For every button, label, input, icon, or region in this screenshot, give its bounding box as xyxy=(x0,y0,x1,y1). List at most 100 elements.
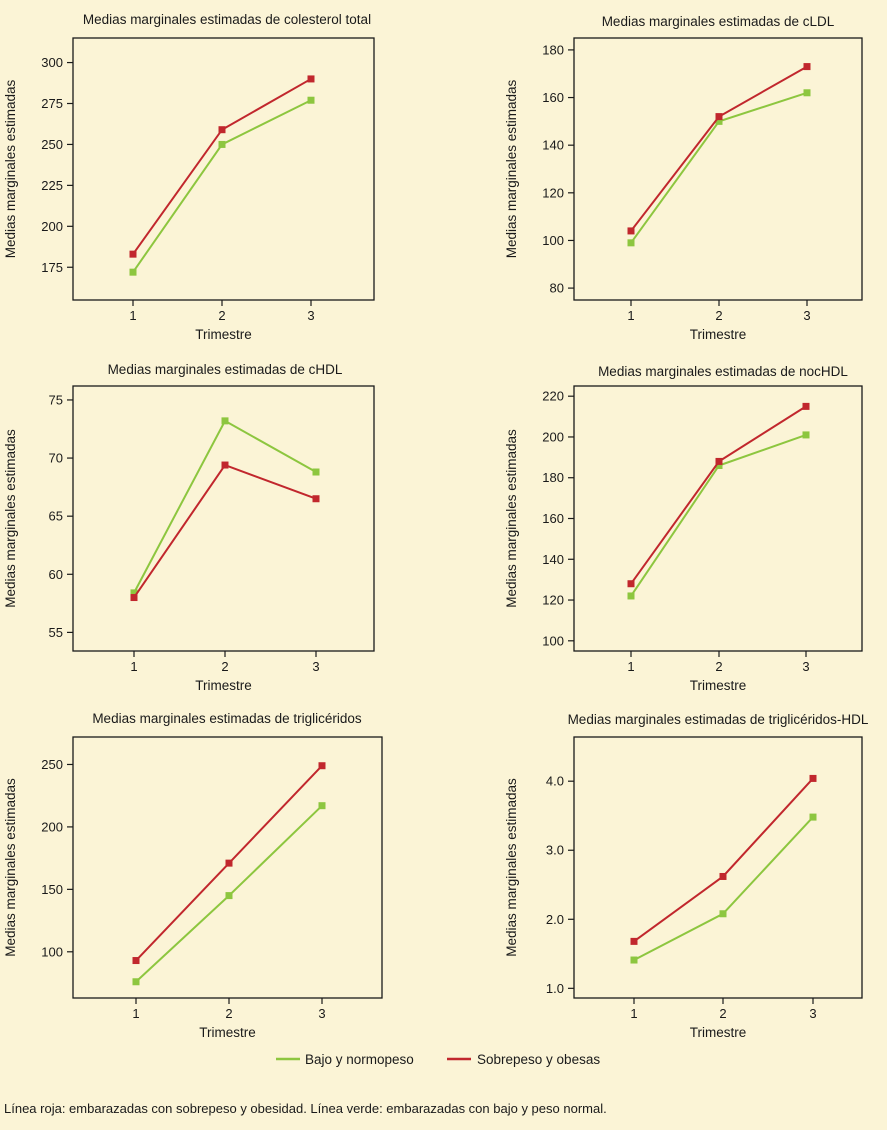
data-point xyxy=(312,495,320,503)
plot-frame xyxy=(573,37,863,301)
x-tick-label: 1 xyxy=(129,308,136,323)
series-line-sobrepeso-obesas xyxy=(132,78,312,255)
data-point xyxy=(218,140,226,148)
data-point xyxy=(312,468,320,476)
y-axis-label: Medias marginales estimadas xyxy=(3,778,18,957)
data-point xyxy=(218,126,226,134)
y-axis-label: Medias marginales estimadas xyxy=(504,429,519,608)
y-tick-label: 275 xyxy=(41,96,63,111)
y-axis-label: Medias marginales estimadas xyxy=(504,778,519,957)
x-tick-label: 2 xyxy=(218,308,225,323)
data-point xyxy=(627,592,635,600)
chart-title: Medias marginales estimadas de triglicér… xyxy=(568,712,869,727)
plot-frame xyxy=(573,736,863,999)
y-tick-label: 160 xyxy=(542,511,564,526)
data-point xyxy=(715,462,723,469)
y-tick-label: 160 xyxy=(542,90,564,105)
y-tick-label: 4.0 xyxy=(546,774,564,789)
y-tick-label: 250 xyxy=(41,137,63,152)
data-point xyxy=(719,872,727,880)
series-line-bajo-normopeso xyxy=(133,419,317,594)
x-tick-label: 1 xyxy=(132,1006,139,1021)
y-tick-label: 55 xyxy=(49,625,63,640)
data-point xyxy=(221,417,229,425)
chart-title: Medias marginales estimadas de triglicér… xyxy=(92,711,362,726)
y-tick-label: 70 xyxy=(49,451,63,466)
data-point xyxy=(630,937,638,945)
plot-frame xyxy=(573,385,863,652)
x-axis-label: Trimestre xyxy=(690,1025,747,1040)
data-point xyxy=(221,461,229,469)
y-tick-label: 60 xyxy=(49,567,63,582)
x-tick-label: 3 xyxy=(318,1006,325,1021)
y-tick-label: 175 xyxy=(41,260,63,275)
legend: Bajo y normopeso Sobrepeso y obesas xyxy=(276,1052,600,1067)
data-point xyxy=(627,227,635,235)
y-tick-label: 140 xyxy=(542,552,564,567)
y-tick-label: 80 xyxy=(550,281,564,296)
y-tick-label: 100 xyxy=(41,944,63,959)
chart-title: Medias marginales estimadas de cLDL xyxy=(602,14,835,29)
x-tick-label: 3 xyxy=(809,1006,816,1021)
y-tick-label: 220 xyxy=(542,389,564,404)
x-tick-label: 3 xyxy=(803,308,810,323)
chart-2: Medias marginales estimadas de cLDL 80 100… xyxy=(504,14,863,342)
y-tick-label: 200 xyxy=(542,429,564,444)
chart-6: Medias marginales estimadas de triglicér… xyxy=(504,712,869,1040)
y-tick-label: 65 xyxy=(49,509,63,524)
data-point xyxy=(132,957,140,965)
y-tick-label: 100 xyxy=(542,633,564,648)
series-line-bajo-normopeso xyxy=(633,816,814,961)
x-tick-label: 1 xyxy=(627,308,634,323)
data-point xyxy=(627,580,635,588)
data-point xyxy=(715,457,723,465)
data-point xyxy=(307,75,315,83)
footnote: Línea roja: embarazadas con sobrepeso y … xyxy=(4,1101,607,1116)
chart-3: Medias marginales estimadas de cHDL 55 60 6… xyxy=(3,362,375,693)
x-axis-label: Trimestre xyxy=(195,678,252,693)
data-point xyxy=(225,892,233,900)
data-point xyxy=(307,96,315,104)
data-point xyxy=(809,774,817,782)
chart-title: Medias marginales estimadas de nocHDL xyxy=(598,364,848,379)
x-tick-label: 2 xyxy=(225,1006,232,1021)
y-tick-label: 180 xyxy=(542,470,564,485)
data-point xyxy=(129,250,137,258)
plot-frame xyxy=(72,385,375,652)
y-tick-label: 1.0 xyxy=(546,981,564,996)
data-point xyxy=(803,63,811,71)
data-point xyxy=(715,117,723,125)
y-tick-label: 120 xyxy=(542,185,564,200)
x-axis-label: Trimestre xyxy=(199,1025,256,1040)
x-axis-label: Trimestre xyxy=(690,678,747,693)
series-line-bajo-normopeso xyxy=(132,99,312,273)
x-tick-label: 2 xyxy=(221,659,228,674)
plot-frame xyxy=(72,37,375,301)
data-point xyxy=(630,956,638,964)
data-point xyxy=(719,910,727,918)
chart-title: Medias marginales estimadas de colestero… xyxy=(83,12,371,27)
y-tick-label: 140 xyxy=(542,138,564,153)
x-tick-label: 1 xyxy=(130,659,137,674)
chart-title: Medias marginales estimadas de cHDL xyxy=(108,362,343,377)
y-tick-label: 250 xyxy=(41,757,63,772)
x-tick-label: 3 xyxy=(307,308,314,323)
y-tick-label: 2.0 xyxy=(546,912,564,927)
series-line-sobrepeso-obesas xyxy=(133,463,317,599)
y-tick-label: 200 xyxy=(41,819,63,834)
data-point xyxy=(130,594,138,602)
data-point xyxy=(129,268,137,276)
data-point xyxy=(715,113,723,121)
data-point xyxy=(627,239,635,247)
x-tick-label: 1 xyxy=(630,1006,637,1021)
chart-1: Medias marginales estimadas de colestero… xyxy=(3,12,375,342)
y-tick-label: 100 xyxy=(542,233,564,248)
y-axis-label: Medias marginales estimadas xyxy=(3,429,18,608)
y-tick-label: 300 xyxy=(41,55,63,70)
chart-5: Medias marginales estimadas de triglicér… xyxy=(3,711,383,1040)
data-point xyxy=(803,89,811,97)
y-tick-label: 75 xyxy=(49,392,63,407)
y-axis-label: Medias marginales estimadas xyxy=(504,79,519,258)
chart-4: Medias marginales estimadas de nocHDL 100… xyxy=(504,364,863,693)
